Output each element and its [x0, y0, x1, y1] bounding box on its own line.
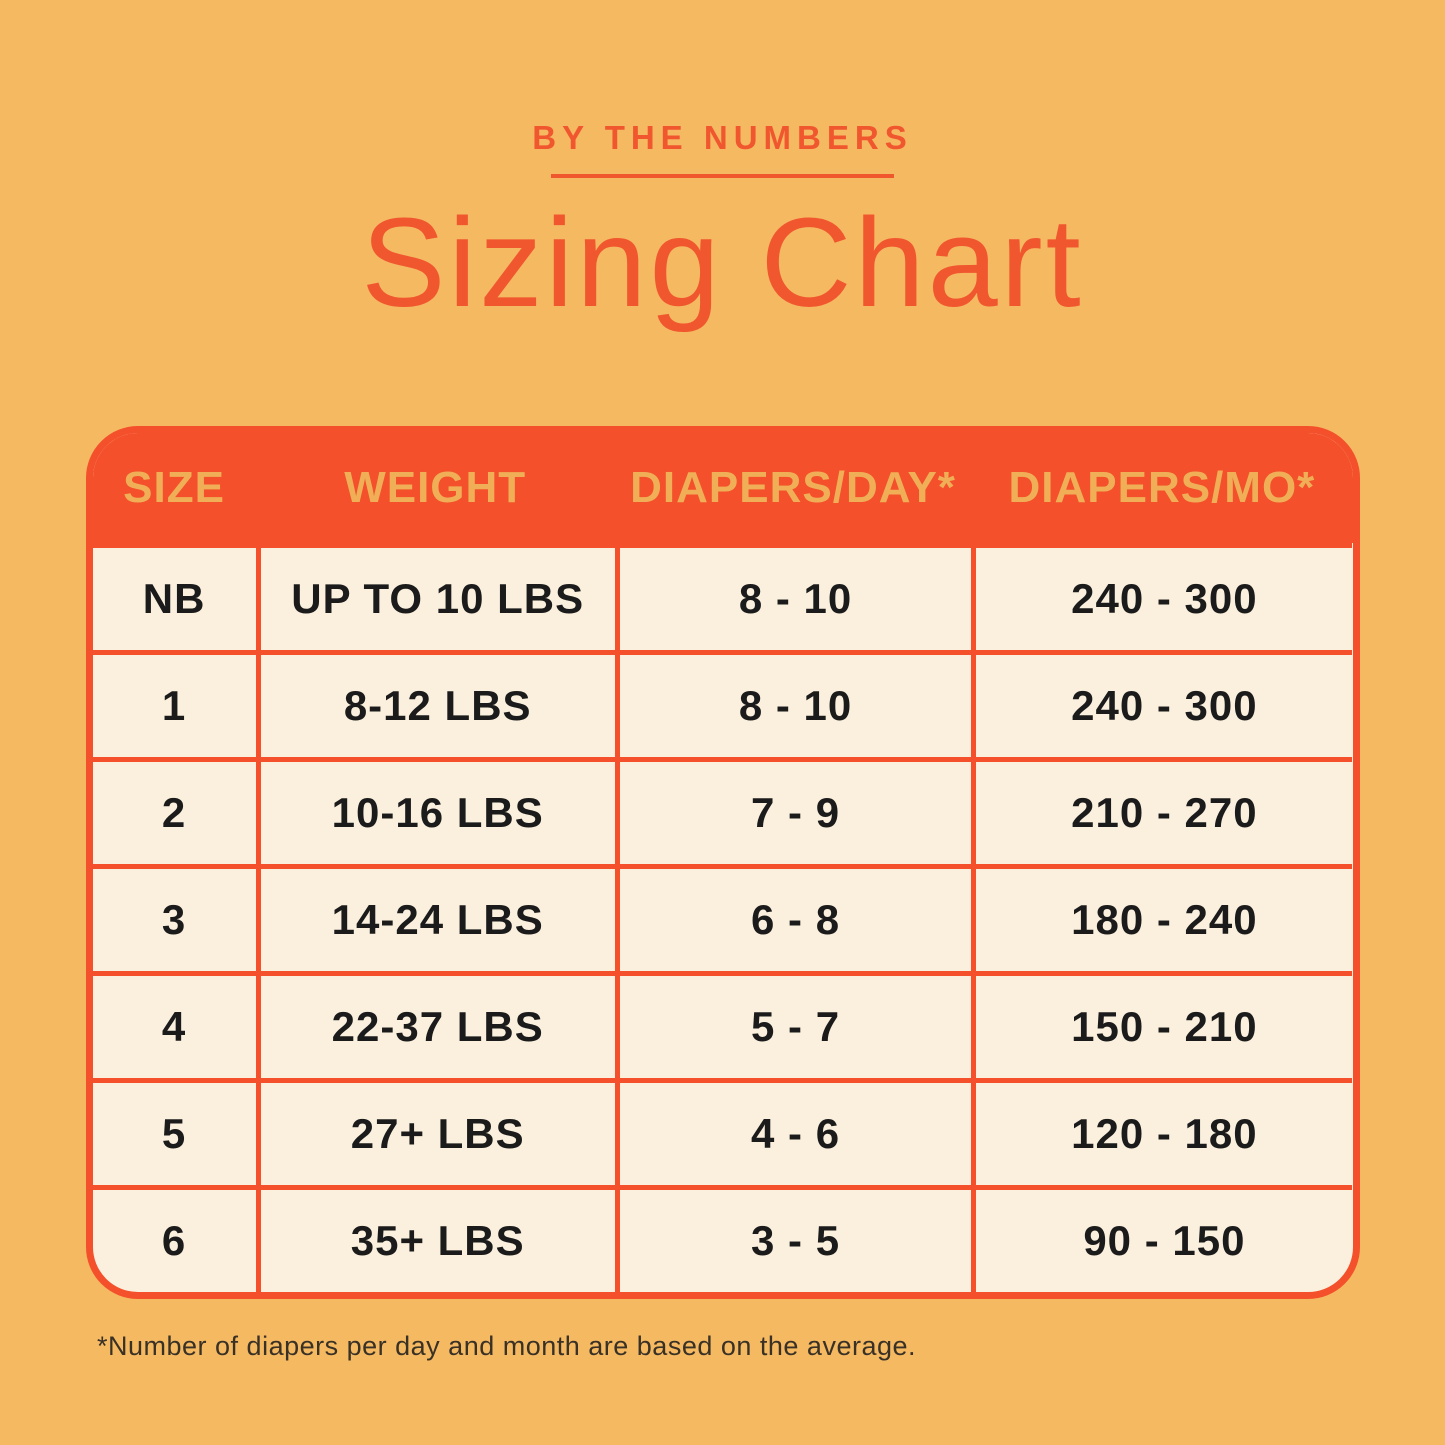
table-row: 3 14-24 LBS 6 - 8 180 - 240	[92, 864, 1353, 971]
cell-size: 3	[92, 864, 256, 971]
column-header-diapers-mo: DIAPERS/MO*	[1008, 463, 1316, 512]
cell-diapers-day: 8 - 10	[614, 650, 972, 757]
table-row: 1 8-12 LBS 8 - 10 240 - 300	[92, 650, 1353, 757]
table-row: 6 35+ LBS 3 - 5 90 - 150	[92, 1185, 1353, 1292]
cell-weight: 35+ LBS	[255, 1185, 615, 1292]
cell-diapers-mo: 210 - 270	[971, 757, 1353, 864]
table-row: 2 10-16 LBS 7 - 9 210 - 270	[92, 757, 1353, 864]
cell-diapers-mo: 120 - 180	[971, 1078, 1353, 1185]
footnote: *Number of diapers per day and month are…	[97, 1331, 916, 1361]
eyebrow-label: BY THE NUMBERS	[532, 119, 913, 156]
cell-diapers-day: 6 - 8	[614, 864, 972, 971]
cell-weight: 8-12 LBS	[255, 650, 615, 757]
cell-diapers-day: 8 - 10	[614, 543, 972, 650]
cell-size: NB	[92, 543, 256, 650]
sizing-table: SIZE WEIGHT DIAPERS/DAY* DIAPERS/MO* NB …	[85, 426, 1360, 1299]
cell-diapers-mo: 240 - 300	[971, 650, 1353, 757]
column-header-diapers-day: DIAPERS/DAY*	[630, 463, 956, 512]
cell-weight: 27+ LBS	[255, 1078, 615, 1185]
cell-diapers-day: 5 - 7	[614, 971, 972, 1078]
cell-diapers-mo: 150 - 210	[971, 971, 1353, 1078]
cell-diapers-mo: 180 - 240	[971, 864, 1353, 971]
cell-size: 1	[92, 650, 256, 757]
cell-size: 6	[92, 1185, 256, 1292]
eyebrow-underline	[551, 174, 894, 178]
cell-diapers-mo: 90 - 150	[971, 1185, 1353, 1292]
table-row: 4 22-37 LBS 5 - 7 150 - 210	[92, 971, 1353, 1078]
table-header-row: SIZE WEIGHT DIAPERS/DAY* DIAPERS/MO*	[92, 433, 1353, 543]
column-header-size: SIZE	[123, 463, 225, 512]
cell-weight: 10-16 LBS	[255, 757, 615, 864]
cell-size: 4	[92, 971, 256, 1078]
cell-size: 2	[92, 757, 256, 864]
page-title: Sizing Chart	[361, 192, 1084, 333]
cell-size: 5	[92, 1078, 256, 1185]
cell-diapers-day: 7 - 9	[614, 757, 972, 864]
cell-diapers-day: 4 - 6	[614, 1078, 972, 1185]
cell-diapers-day: 3 - 5	[614, 1185, 972, 1292]
cell-weight: 22-37 LBS	[255, 971, 615, 1078]
column-header-weight: WEIGHT	[344, 463, 527, 512]
cell-weight: 14-24 LBS	[255, 864, 615, 971]
cell-diapers-mo: 240 - 300	[971, 543, 1353, 650]
table-row: NB UP TO 10 LBS 8 - 10 240 - 300	[92, 543, 1353, 650]
cell-weight: UP TO 10 LBS	[255, 543, 615, 650]
table-row: 5 27+ LBS 4 - 6 120 - 180	[92, 1078, 1353, 1185]
